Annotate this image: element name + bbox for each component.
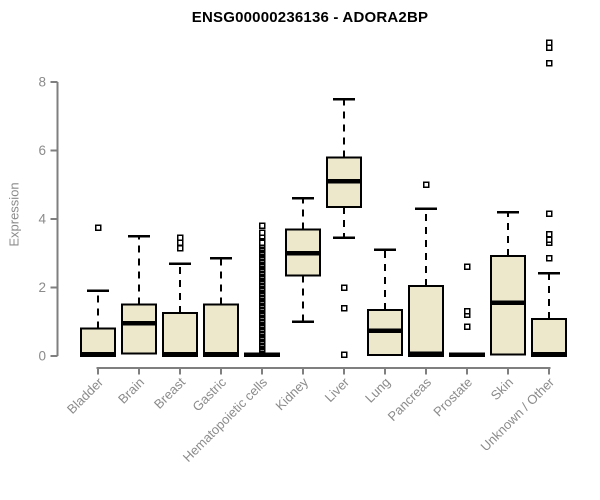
box-liver — [326, 97, 362, 359]
outlier-point — [176, 244, 184, 252]
outlier-point — [340, 351, 348, 359]
x-category-label: Liver — [322, 374, 353, 405]
x-category-label: Gastric — [189, 374, 229, 414]
outlier-point — [545, 39, 553, 46]
x-category-label: Breast — [151, 374, 188, 411]
chart-title: ENSG00000236136 - ADORA2BP — [191, 9, 429, 26]
y-axis-label: Expression — [6, 182, 22, 247]
x-category-label: Prostate — [430, 375, 475, 420]
outlier-point — [463, 323, 471, 331]
outlier-point — [340, 304, 348, 312]
box-unknown-other — [531, 39, 567, 358]
outlier-point — [545, 44, 553, 51]
box-gastric — [203, 257, 239, 357]
x-category-label: Bladder — [64, 374, 107, 417]
y-axis: 0 2 4 6 8 — [38, 75, 59, 364]
outlier-point — [176, 239, 184, 247]
outlier-point — [545, 254, 553, 262]
box-brain — [121, 234, 157, 355]
outlier-point — [422, 181, 430, 188]
x-category-label: Unknown / Other — [478, 374, 558, 454]
box-pancreas — [408, 181, 444, 358]
x-category-label: Lung — [362, 375, 393, 406]
y-tick-label: 2 — [38, 280, 46, 295]
box-hematopoietic-cells — [244, 222, 280, 358]
outlier-point — [258, 229, 266, 236]
box-kidney — [285, 197, 321, 323]
y-tick-label: 6 — [38, 143, 46, 158]
x-category-label: Skin — [488, 375, 516, 403]
outlier-point — [176, 234, 184, 242]
box-lung — [367, 248, 403, 356]
y-tick-label: 8 — [38, 75, 46, 90]
y-tick-label: 4 — [38, 212, 46, 227]
x-category-label: Pancreas — [385, 374, 435, 424]
y-tick-label: 0 — [38, 349, 46, 364]
outlier-point — [545, 59, 553, 67]
box-skin — [490, 210, 526, 356]
x-category-label: Brain — [115, 375, 147, 407]
outlier-point — [545, 236, 553, 243]
box-bladder — [80, 224, 116, 358]
outlier-point — [340, 284, 348, 291]
outlier-point — [463, 308, 471, 315]
x-category-label: Kidney — [272, 374, 311, 413]
box-prostate — [449, 263, 485, 358]
outlier-point — [258, 222, 266, 230]
outlier-point — [545, 210, 553, 218]
outlier-point — [545, 231, 553, 238]
box-breast — [162, 234, 198, 357]
outlier-point — [463, 263, 471, 271]
outlier-point — [258, 239, 266, 247]
outlier-point — [94, 224, 102, 231]
